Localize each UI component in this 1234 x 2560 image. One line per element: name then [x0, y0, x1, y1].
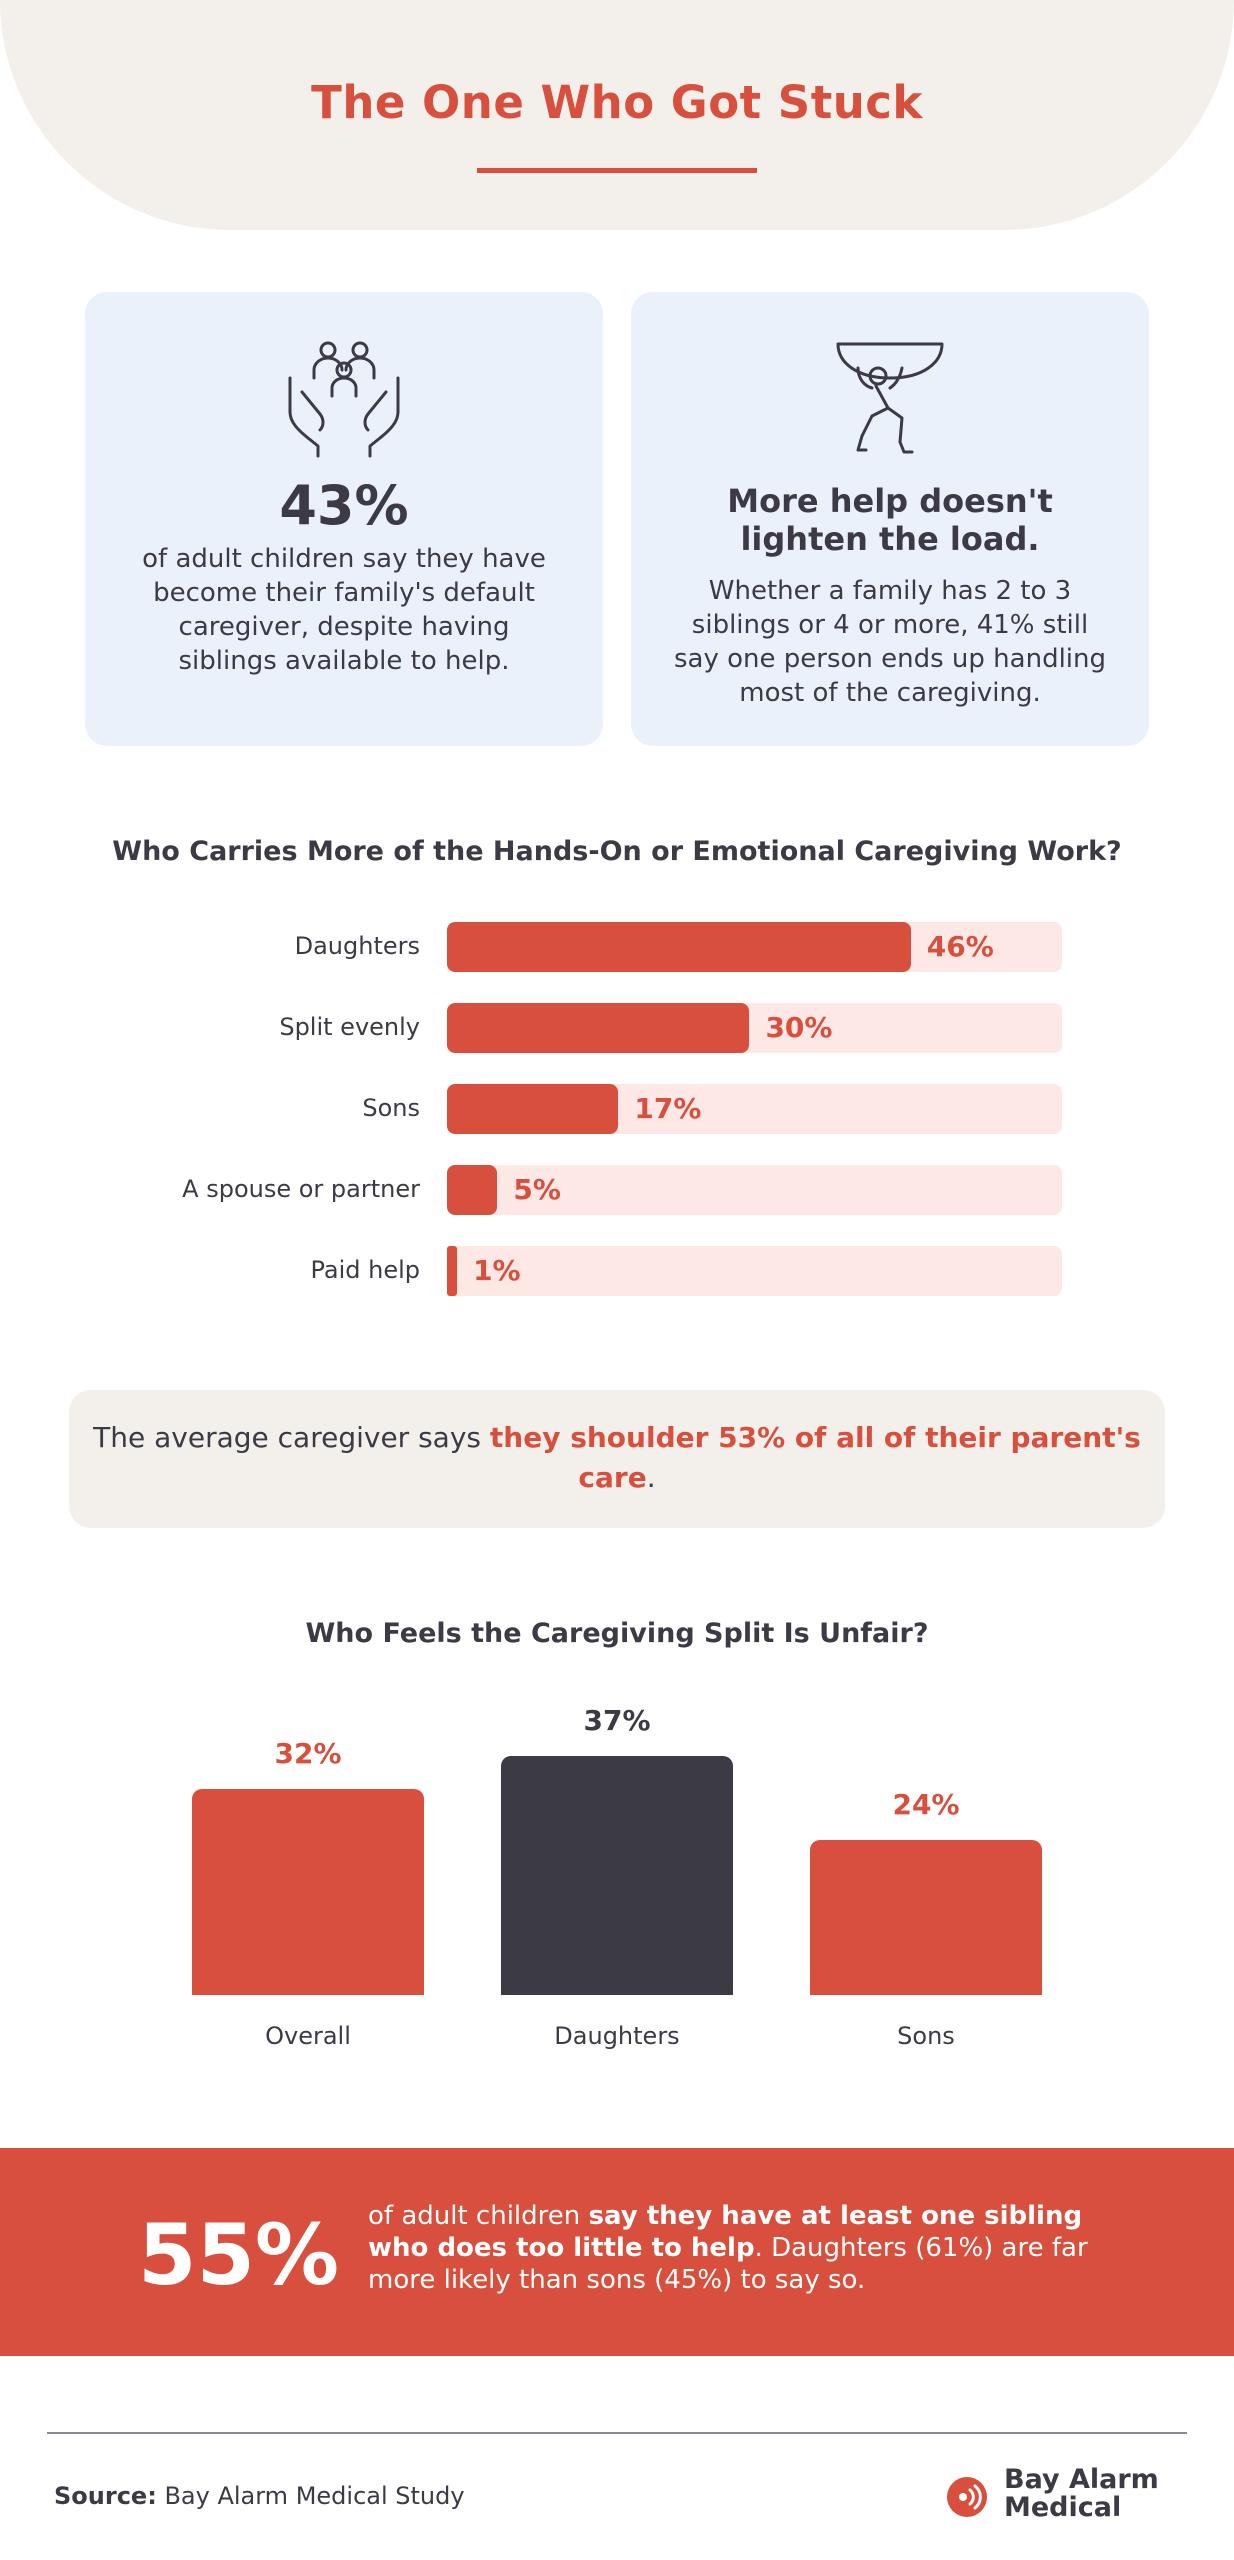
source-credit: Source: Bay Alarm Medical Study [54, 2482, 465, 2510]
hbar-label-sons: Sons [362, 1094, 420, 1122]
page-title: The One Who Got Stuck [311, 76, 923, 129]
more-help-heading: More help doesn't lighten the load. [727, 482, 1053, 558]
logo-wordmark: Bay Alarm Medical [1004, 2466, 1159, 2522]
hbar-label-paid-help: Paid help [310, 1256, 420, 1284]
hbar-label-split-evenly: Split evenly [279, 1013, 420, 1041]
stat-card-default-caregiver: 43% of adult children say they have beco… [85, 292, 603, 746]
hbar-track-a-spouse-or-partner [447, 1165, 1062, 1215]
alarm-signal-icon [947, 2477, 987, 2517]
vbar-label-daughters: Daughters [554, 2022, 680, 2050]
hbar-label-a-spouse-or-partner: A spouse or partner [182, 1175, 420, 1203]
title-underline [477, 168, 757, 173]
banner-text: of adult children say they have at least… [368, 2200, 1088, 2296]
hbar-value-a-spouse-or-partner: 5% [513, 1173, 561, 1206]
hbar-bar-daughters [447, 922, 911, 972]
default-caregiver-text: of adult children say they have become t… [142, 544, 546, 676]
logo-line1: Bay Alarm [1004, 2464, 1159, 2495]
vbar-bar-overall [192, 1788, 424, 1995]
vbar-chart-title: Who Feels the Caregiving Split Is Unfair… [305, 1618, 929, 1649]
banner-text-prefix: of adult children [368, 2201, 589, 2231]
average-share-callout: The average caregiver says they shoulder… [69, 1390, 1165, 1528]
hbar-track-paid-help [447, 1246, 1062, 1296]
vbar-bar-sons [810, 1840, 1042, 1995]
header-band: The One Who Got Stuck [0, 0, 1234, 230]
stat-card-more-help: More help doesn't lighten the load. Whet… [631, 292, 1149, 746]
vbar-bar-daughters [501, 1756, 733, 1995]
hbar-chart-title: Who Carries More of the Hands-On or Emot… [112, 836, 1122, 867]
more-help-text: Whether a family has 2 to 3 siblings or … [673, 576, 1107, 708]
hbar-bar-paid-help [447, 1246, 458, 1296]
source-text: Bay Alarm Medical Study [164, 2482, 465, 2510]
callout-highlight: they shoulder 53% of all of their parent… [489, 1421, 1141, 1494]
hbar-value-split-evenly: 30% [765, 1011, 833, 1044]
hbar-bar-sons [447, 1084, 619, 1134]
hbar-value-sons: 17% [634, 1092, 702, 1125]
logo-line2: Medical [1004, 2492, 1122, 2523]
hbar-value-paid-help: 1% [473, 1254, 521, 1287]
hbar-label-daughters: Daughters [294, 932, 420, 960]
vbar-value-daughters: 37% [583, 1704, 651, 1738]
callout-prefix: The average caregiver says [93, 1421, 490, 1454]
banner-text-suffix: . Daughters (61%) are far more likely th… [368, 2233, 1088, 2295]
vbar-label-overall: Overall [265, 2022, 351, 2050]
source-label: Source: [54, 2482, 157, 2510]
bay-alarm-logo: Bay Alarm Medical [946, 2466, 1206, 2526]
default-caregiver-stat: 43% [279, 474, 409, 537]
vbar-value-sons: 24% [892, 1788, 960, 1822]
sibling-stat-banner: 55% of adult children say they have at l… [0, 2148, 1234, 2356]
footer-divider [47, 2432, 1187, 2434]
hbar-bar-split-evenly [447, 1003, 750, 1053]
vbar-value-overall: 32% [274, 1736, 342, 1770]
person-carrying-load-icon [836, 342, 944, 454]
banner-stat: 55% [138, 2206, 340, 2304]
family-hands-icon [288, 341, 400, 458]
callout-suffix: . [646, 1461, 656, 1494]
hbar-value-daughters: 46% [926, 930, 994, 963]
hbar-bar-a-spouse-or-partner [447, 1165, 498, 1215]
vbar-label-sons: Sons [897, 2022, 955, 2050]
banner-text-bold: say they have at least one sibling who d… [368, 2201, 1083, 2263]
